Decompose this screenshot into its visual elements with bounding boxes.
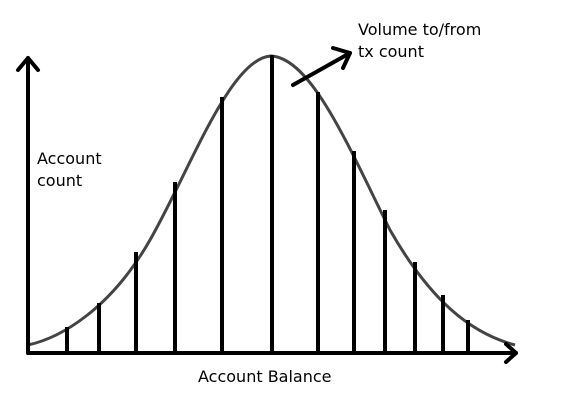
annotation-label-line2: tx count — [358, 42, 424, 61]
y-axis-arrowhead — [16, 56, 40, 72]
y-axis-label-line1: Account — [37, 149, 102, 168]
annotation-arrow — [291, 46, 352, 87]
x-axis-arrowhead — [504, 342, 518, 364]
y-axis-label-line2: count — [37, 171, 83, 190]
vertical-lines — [65, 55, 470, 352]
annotation-label-line1: Volume to/from — [358, 20, 482, 39]
axes — [16, 56, 518, 364]
x-axis-label: Account Balance — [198, 367, 332, 386]
